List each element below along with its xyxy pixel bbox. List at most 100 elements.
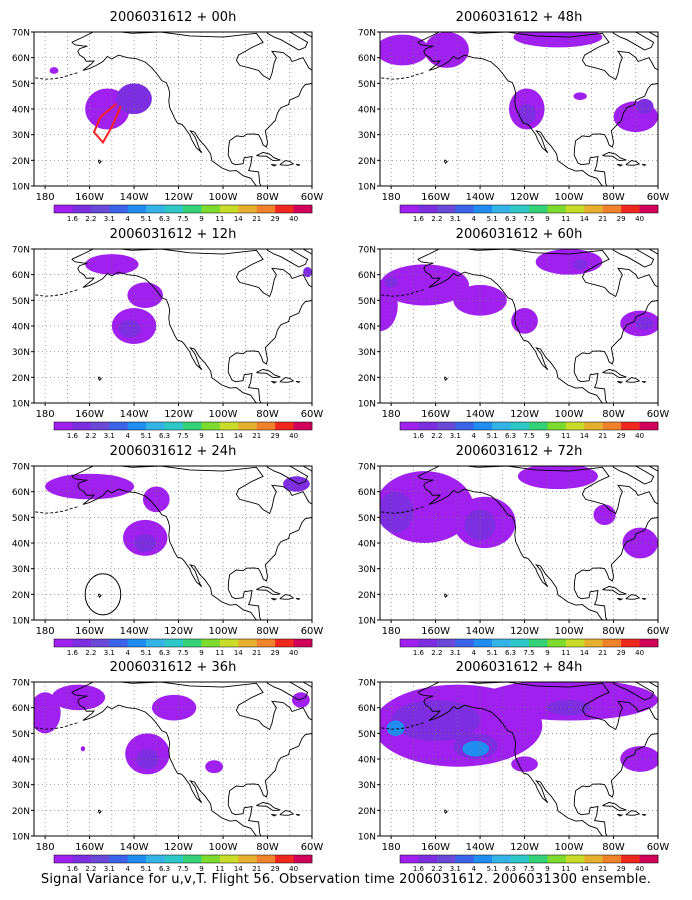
coastlines (34, 682, 312, 836)
grid-lines (34, 249, 312, 403)
y-tick-label: 30N (12, 565, 30, 575)
x-tick-label: 100W (209, 842, 238, 853)
x-tick-label: 180 (382, 626, 401, 637)
island-coast (295, 813, 301, 817)
colorbar-label: 40 (635, 432, 644, 440)
coastlines (380, 249, 658, 403)
island-coast (617, 813, 624, 817)
colorbar-label: 11 (215, 215, 224, 223)
y-tick-label: 70N (358, 246, 376, 256)
colorbar-label: 9 (199, 649, 203, 657)
colorbar-segment (492, 205, 511, 213)
variance-blob (205, 760, 224, 774)
x-tick-label: 140W (466, 192, 495, 203)
baffin-island-coast (266, 466, 309, 485)
colorbar-label: 40 (289, 215, 298, 223)
colorbar-segment (127, 855, 147, 863)
colorbar-label: 14 (580, 649, 589, 657)
variance-field (85, 254, 312, 344)
variance-blob (380, 279, 398, 332)
colorbar-label: 6.3 (159, 215, 170, 223)
colorbar-label: 11 (215, 865, 224, 873)
x-tick-label: 140W (120, 842, 149, 853)
colorbar-segment (293, 205, 313, 213)
y-tick-label: 70N (358, 463, 376, 473)
panel-title: 2006031612 + 36h (110, 660, 237, 675)
island-coast (295, 380, 301, 384)
map-panel: 2006031612 + 60h 70N 60N 50N 40N 30N 20N 10N 180… (358, 227, 670, 440)
colorbar-label: 1.6 (67, 215, 79, 223)
colorbar-label: 5.1 (487, 865, 498, 873)
y-tick-label: 60N (358, 488, 376, 498)
y-tick-label: 60N (12, 704, 30, 714)
y-tick-label: 40N (12, 106, 30, 116)
x-tick-label: 60W (301, 842, 324, 853)
baffin-island-coast (266, 682, 309, 701)
x-tick-label: 120W (164, 842, 193, 853)
colorbar-label: 29 (271, 215, 280, 223)
x-tick-label: 160W (421, 409, 450, 420)
colorbar-segment (547, 205, 567, 213)
colorbar-segment (510, 855, 530, 863)
grid-lines (34, 466, 312, 620)
variance-blob (593, 504, 616, 526)
colorbar-label: 40 (289, 865, 298, 873)
colorbar-label: 4 (125, 649, 130, 657)
colorbar-label: 40 (635, 215, 644, 223)
coastlines (34, 249, 312, 403)
colorbar-label: 29 (617, 215, 626, 223)
colorbar-label: 5.1 (487, 649, 498, 657)
y-tick-label: 70N (12, 29, 30, 39)
baffin-island-coast (612, 682, 655, 701)
baffin-island-coast (266, 32, 309, 51)
colorbar-segment (54, 205, 73, 213)
colorbar-label: 11 (215, 432, 224, 440)
colorbar-label: 29 (617, 865, 626, 873)
colorbar-segment (529, 422, 548, 430)
panel-title: 2006031612 + 24h (110, 444, 237, 459)
colorbar-label: 29 (271, 649, 280, 657)
variance-blob (127, 282, 163, 309)
variance-field (34, 684, 310, 775)
colorbar-frame (399, 421, 659, 431)
colorbar-segment (473, 639, 493, 647)
y-tick-label: 40N (12, 540, 30, 550)
colorbar-segment (529, 639, 548, 647)
colorbar-label: 4 (471, 432, 476, 440)
colorbar-label: 21 (598, 865, 607, 873)
colorbar-label: 9 (199, 215, 203, 223)
x-tick-label: 120W (164, 626, 193, 637)
colorbar-label: 14 (234, 865, 243, 873)
colorbar-label: 1.6 (413, 865, 425, 873)
panel-title: 2006031612 + 84h (456, 660, 583, 675)
y-tick-label: 60N (12, 271, 30, 281)
colorbar-segment (565, 855, 585, 863)
colorbar-label: 4 (125, 865, 130, 873)
x-tick-label: 180 (382, 192, 401, 203)
panel-title: 2006031612 + 60h (456, 227, 583, 242)
variance-blob (635, 317, 654, 330)
colorbar-label: 2.2 (85, 649, 96, 657)
north-america-coast (71, 249, 312, 403)
variance-blob (80, 746, 86, 752)
variance-blob (462, 741, 489, 757)
colorbar-segment (164, 205, 184, 213)
colorbar-segment (621, 639, 640, 647)
colorbar-label: 40 (635, 865, 644, 873)
y-tick-label: 50N (358, 514, 376, 524)
map-panel: 2006031612 + 12h 70N 60N 50N 40N 30N 20N 10N 180… (12, 227, 324, 440)
y-tick-label: 70N (12, 679, 30, 689)
colorbar-frame (53, 204, 313, 214)
y-tick-label: 20N (358, 591, 376, 601)
colorbar-label: 1.6 (413, 432, 425, 440)
variance-blob (134, 534, 157, 552)
island-coast (279, 594, 295, 600)
colorbar-segment (256, 639, 276, 647)
y-tick-label: 20N (358, 157, 376, 167)
colorbar-segment (602, 639, 622, 647)
variance-blob (573, 92, 587, 101)
north-america-coast (71, 466, 312, 620)
colorbar-label: 7.5 (177, 865, 188, 873)
colorbar-segment (72, 639, 92, 647)
variance-blob (511, 756, 538, 772)
